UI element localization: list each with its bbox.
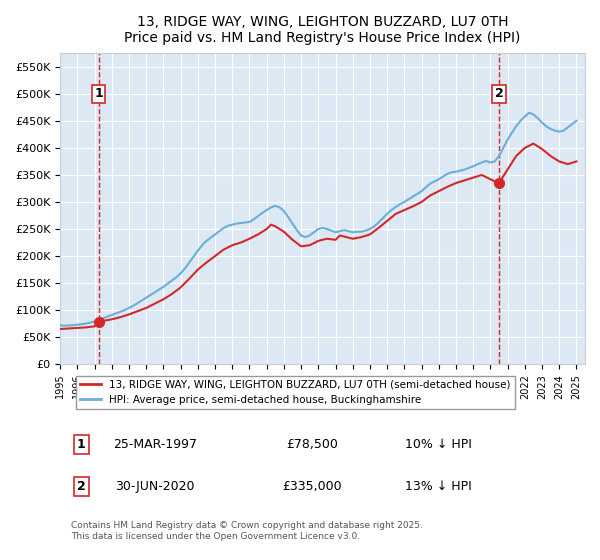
- Text: 2: 2: [494, 87, 503, 100]
- Text: 10% ↓ HPI: 10% ↓ HPI: [404, 438, 472, 451]
- Text: £335,000: £335,000: [283, 480, 342, 493]
- Legend: 13, RIDGE WAY, WING, LEIGHTON BUZZARD, LU7 0TH (semi-detached house), HPI: Avera: 13, RIDGE WAY, WING, LEIGHTON BUZZARD, L…: [76, 376, 515, 409]
- Text: 1: 1: [77, 438, 86, 451]
- Text: 25-MAR-1997: 25-MAR-1997: [113, 438, 197, 451]
- Text: 2: 2: [77, 480, 86, 493]
- Text: 1: 1: [94, 87, 103, 100]
- Text: Contains HM Land Registry data © Crown copyright and database right 2025.
This d: Contains HM Land Registry data © Crown c…: [71, 521, 422, 540]
- Text: £78,500: £78,500: [286, 438, 338, 451]
- Text: 13% ↓ HPI: 13% ↓ HPI: [404, 480, 472, 493]
- Title: 13, RIDGE WAY, WING, LEIGHTON BUZZARD, LU7 0TH
Price paid vs. HM Land Registry's: 13, RIDGE WAY, WING, LEIGHTON BUZZARD, L…: [124, 15, 521, 45]
- Text: 30-JUN-2020: 30-JUN-2020: [115, 480, 194, 493]
